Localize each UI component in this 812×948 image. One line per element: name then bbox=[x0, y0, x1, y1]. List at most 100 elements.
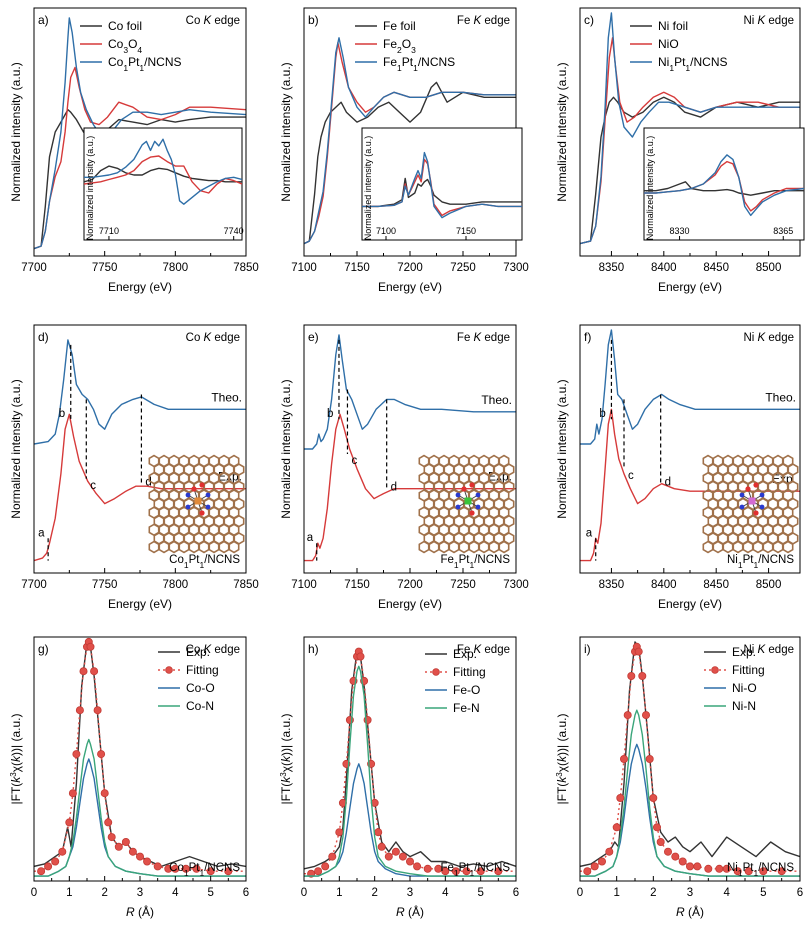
edge-label: Fe K edge bbox=[457, 332, 510, 344]
legend-entry: Fe foil bbox=[383, 19, 416, 33]
series-line-h-3 bbox=[304, 665, 516, 877]
y-axis-label: Normalized intensity (a.u.) bbox=[9, 62, 23, 201]
panel-label: d) bbox=[38, 330, 49, 344]
legend-entry: Co-N bbox=[186, 699, 214, 713]
fit-point bbox=[623, 711, 632, 720]
fit-point bbox=[634, 647, 643, 656]
x-tick-label: 7800 bbox=[163, 262, 189, 274]
fit-point bbox=[44, 862, 53, 871]
fit-point bbox=[686, 862, 695, 871]
series-line-c-2 bbox=[580, 12, 800, 245]
fit-point bbox=[86, 642, 95, 651]
fit-point bbox=[494, 867, 503, 876]
x-axis-label: R (Å) bbox=[396, 904, 424, 919]
x-tick-label: 8350 bbox=[599, 262, 625, 274]
series-line-e-0 bbox=[304, 334, 516, 450]
fit-point bbox=[107, 833, 116, 842]
legend: Exp. Fitting Fe-O Fe-N bbox=[425, 647, 486, 715]
fit-point bbox=[391, 847, 400, 856]
fit-point bbox=[58, 847, 67, 856]
x-tick-label: 6 bbox=[243, 887, 249, 899]
edge-label: Co K edge bbox=[186, 644, 240, 656]
x-tick-label: 7100 bbox=[291, 262, 317, 274]
series-label-theo: Theo. bbox=[481, 393, 512, 407]
marker-label: d bbox=[391, 482, 397, 494]
panel-e: 7100 7150 7200 7250 7300 Energy (eV) Normalize… bbox=[279, 324, 529, 611]
marker-label: c bbox=[90, 480, 96, 492]
legend-entry: Fitting bbox=[732, 663, 765, 677]
x-tick-label: 2 bbox=[101, 887, 107, 899]
fit-point bbox=[441, 867, 450, 876]
fit-point bbox=[224, 867, 233, 876]
y-axis-label: |FT(k3χ(k))| (a.u.) bbox=[9, 714, 24, 805]
panel-g: 0 1 2 3 4 5 6 R (Å) |FT(k3χ(k))| (a.u.) g) Co K ed… bbox=[9, 636, 249, 919]
y-axis-label: |FT(k3χ(k))| (a.u.) bbox=[555, 714, 570, 805]
legend-entry: Co-O bbox=[186, 681, 215, 695]
fit-point bbox=[128, 847, 137, 856]
series-line-b-2 bbox=[304, 37, 516, 245]
inset: 7100 7150 Normalized intensity (a.u.) bbox=[361, 127, 523, 241]
x-tick-label: 7700 bbox=[21, 262, 47, 274]
x-tick-label: 7250 bbox=[450, 579, 476, 591]
x-axis-label: Energy (eV) bbox=[108, 597, 172, 611]
x-tick-label: 0 bbox=[301, 887, 307, 899]
legend-entry: Ni-O bbox=[732, 681, 757, 695]
sample-label: Co1Pt1/NCNS bbox=[169, 554, 240, 570]
sample-label: Co1Pt1/NCNS bbox=[169, 862, 240, 878]
fit-point bbox=[181, 864, 190, 873]
fit-point bbox=[206, 867, 215, 876]
inset-series-line bbox=[362, 151, 522, 219]
fit-point bbox=[678, 857, 687, 866]
legend-entry: Fe1Pt1/NCNS bbox=[383, 55, 455, 73]
fit-point bbox=[104, 818, 113, 827]
panel-label: f) bbox=[584, 330, 591, 344]
fit-point bbox=[75, 706, 84, 715]
x-tick-label: 5 bbox=[207, 887, 213, 899]
fit-point bbox=[451, 867, 460, 876]
fit-point bbox=[328, 852, 337, 861]
edge-label: Co K edge bbox=[186, 332, 240, 344]
y-axis-label: Normalized intensity (a.u.) bbox=[279, 379, 293, 518]
fit-point bbox=[153, 862, 162, 871]
legend-entry: Ni foil bbox=[658, 19, 688, 33]
edge-label: Ni K edge bbox=[743, 644, 794, 656]
x-axis-label: Energy (eV) bbox=[658, 280, 722, 294]
inset-series-line bbox=[84, 138, 242, 205]
x-tick-label: 7850 bbox=[233, 579, 259, 591]
series-line-g-0 bbox=[34, 641, 246, 868]
legend-entry: Co3O4 bbox=[108, 37, 142, 55]
fit-point bbox=[143, 857, 152, 866]
marker-label: d bbox=[665, 477, 671, 489]
edge-label: Co K edge bbox=[186, 15, 240, 27]
panel-c: 8350 8400 8450 8500 Energy (eV) Normalized in… bbox=[555, 7, 805, 294]
series-line-h-0 bbox=[304, 650, 516, 870]
inset-x-tick-label: 8365 bbox=[773, 226, 793, 236]
inset-series-line bbox=[84, 165, 242, 183]
inset-x-tick-label: 7100 bbox=[376, 226, 396, 236]
panel-h: 0 1 2 3 4 5 6 R (Å) |FT(k3χ(k))| (a.u.) h) Fe K ed… bbox=[279, 636, 519, 919]
x-axis-label: Energy (eV) bbox=[108, 280, 172, 294]
structure-model-icon bbox=[418, 454, 515, 554]
x-tick-label: 1 bbox=[613, 887, 619, 899]
marker-label: a bbox=[307, 532, 314, 544]
fit-point bbox=[627, 672, 636, 681]
inset-frame bbox=[361, 127, 523, 241]
fit-point bbox=[135, 852, 144, 861]
legend-entry: Exp. bbox=[186, 645, 210, 659]
x-tick-label: 0 bbox=[31, 887, 37, 899]
x-tick-label: 4 bbox=[172, 887, 179, 899]
x-axis-label: Energy (eV) bbox=[658, 597, 722, 611]
legend-entry: Ni-N bbox=[732, 699, 756, 713]
fit-point bbox=[72, 750, 81, 759]
series-line-i-2 bbox=[580, 743, 800, 877]
inset: 7710 7740 Normalized intensity (a.u.) bbox=[83, 127, 244, 241]
x-tick-label: 6 bbox=[797, 887, 803, 899]
fit-point bbox=[744, 867, 753, 876]
inset-series-line bbox=[644, 154, 804, 217]
marker-label: b bbox=[599, 408, 605, 420]
fit-point bbox=[314, 867, 323, 876]
legend-swatch bbox=[711, 666, 719, 674]
inset-frame bbox=[643, 127, 805, 241]
